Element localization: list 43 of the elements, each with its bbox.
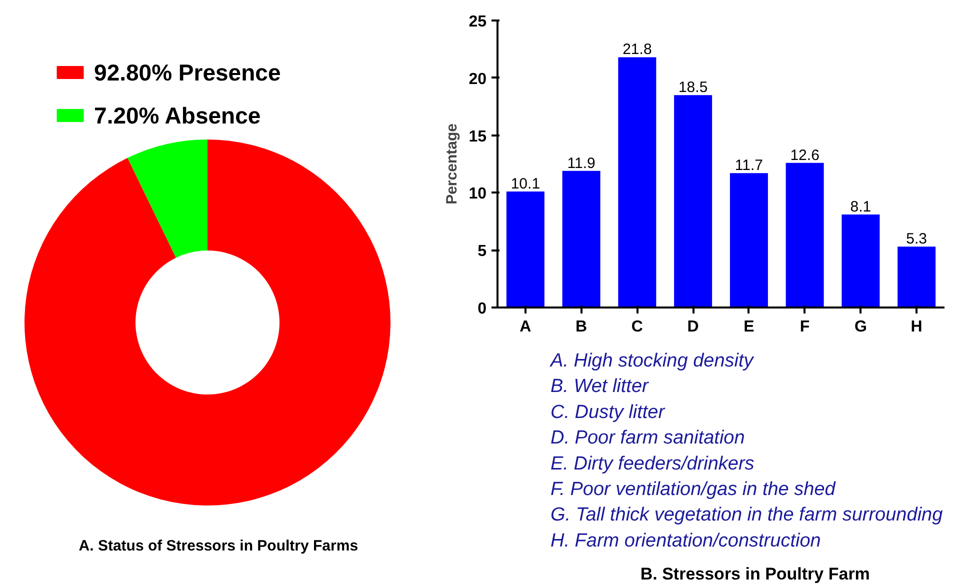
bar — [506, 192, 544, 308]
x-tick-label: H — [910, 318, 922, 336]
legend-label: 92.80% Presence — [94, 60, 281, 86]
legend-label: 7.20% Absence — [94, 102, 261, 128]
bar — [618, 57, 656, 308]
data-label: 5.3 — [906, 230, 927, 248]
text: E. Dirty feeders/drinkers — [550, 453, 755, 474]
y-tick-label: 15 — [468, 128, 487, 146]
y-tick-label: 10 — [468, 186, 487, 203]
bar — [842, 214, 880, 308]
x-tick-label: A — [520, 318, 532, 336]
data-label: 18.5 — [678, 79, 708, 96]
y-tick-label: 0 — [478, 300, 487, 318]
x-tick-label: F — [800, 318, 810, 336]
data-label: 21.8 — [622, 41, 652, 58]
bar — [730, 173, 768, 308]
y-tick-label: 25 — [468, 14, 487, 30]
text: D. Poor farm sanitation — [550, 428, 745, 449]
bar — [562, 170, 600, 308]
x-tick-label: D — [687, 318, 699, 336]
y-tick-label: 5 — [478, 243, 487, 260]
y-tick-label: 20 — [468, 70, 487, 88]
text: C. Dusty litter — [550, 402, 666, 423]
x-tick-label: E — [744, 318, 755, 336]
data-label: 8.1 — [850, 198, 872, 216]
text: G. Tall thick vegetation in the farm surrounding — [550, 504, 944, 526]
text: B. Stressors in Poultry Farm — [640, 564, 870, 584]
y-axis-title: Percentage — [444, 124, 461, 204]
data-label: 11.9 — [567, 154, 596, 172]
bar — [786, 162, 824, 308]
bar — [674, 95, 712, 308]
x-tick-label: B — [576, 318, 588, 336]
bar — [898, 246, 936, 308]
x-tick-label: G — [854, 318, 867, 336]
text: A. Status of Stressors in Poultry Farms — [78, 538, 358, 554]
data-label: 10.1 — [510, 176, 540, 193]
data-label: 11.7 — [734, 157, 763, 174]
text: F. Poor ventilation/gas in the shed — [550, 479, 837, 500]
text: B. Wet litter — [550, 376, 650, 398]
text: H. Farm orientation/construction — [550, 530, 821, 552]
data-label: 12.6 — [790, 146, 820, 164]
x-tick-label: C — [631, 318, 644, 336]
text: A. High stocking density — [550, 350, 755, 372]
